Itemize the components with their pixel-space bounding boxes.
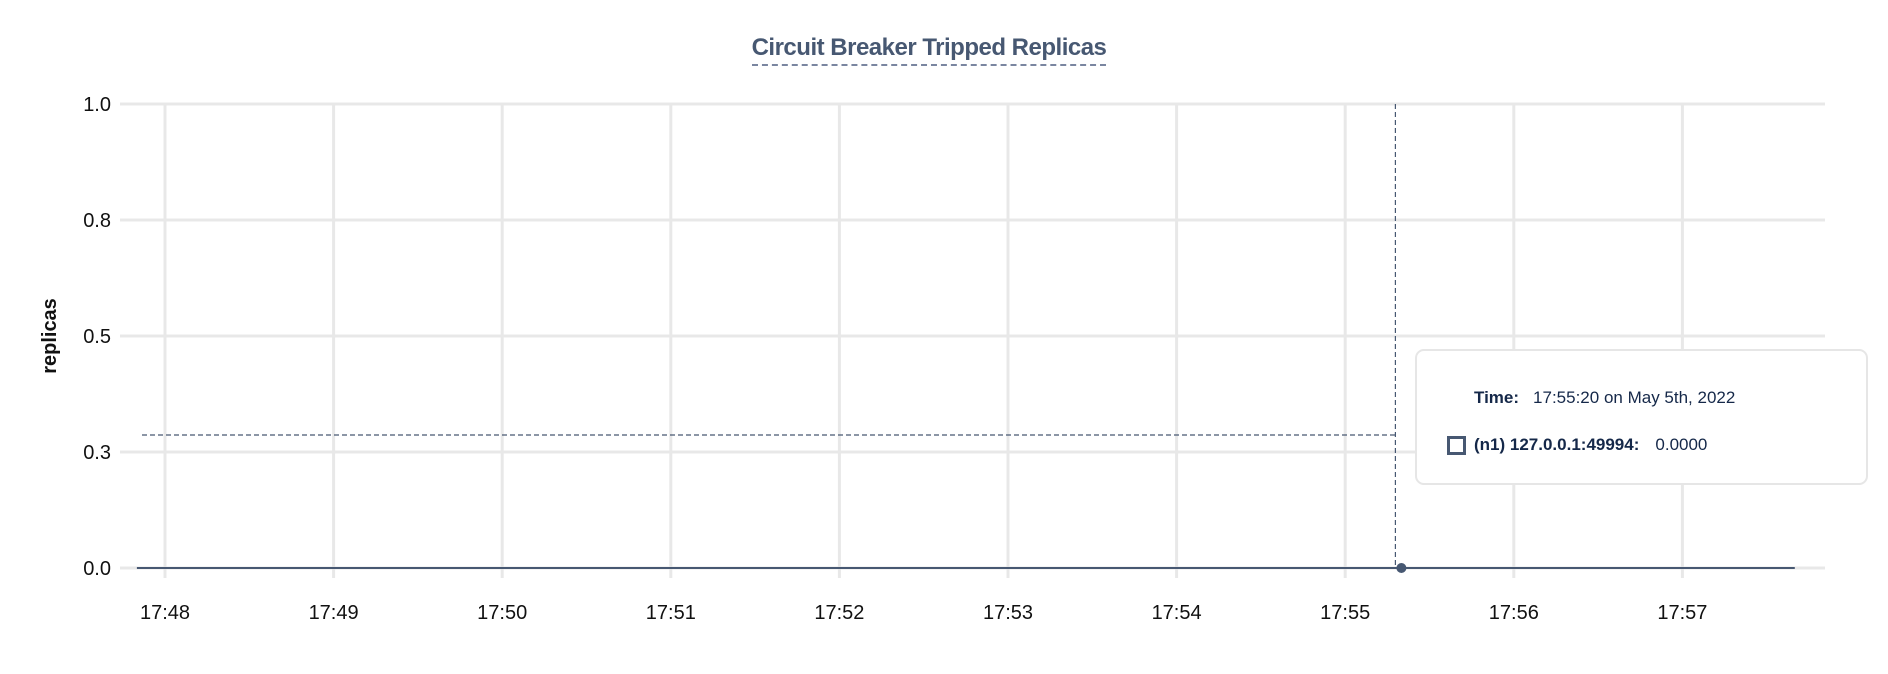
hover-point xyxy=(1396,563,1407,573)
y-tick-label: 0.8 xyxy=(83,210,111,232)
x-tick-label: 17:55 xyxy=(1320,602,1370,624)
x-tick-label: 17:51 xyxy=(646,602,696,624)
y-tick-label: 0.0 xyxy=(83,558,111,580)
x-tick-label: 17:54 xyxy=(1152,602,1202,624)
y-tick-label: 0.3 xyxy=(83,442,111,464)
x-tick-label: 17:52 xyxy=(814,602,864,624)
tooltip-series-row: (n1) 127.0.0.1:49994: 0.0000 xyxy=(1447,435,1707,455)
tooltip-time-label: Time: xyxy=(1474,388,1520,407)
x-tick-label: 17:56 xyxy=(1489,602,1539,624)
tooltip: Time: 17:55:20 on May 5th, 2022 (n1) 127.… xyxy=(1415,349,1868,485)
series-swatch-icon xyxy=(1447,435,1466,455)
chart-title-text: Circuit Breaker Tripped Replicas xyxy=(751,34,1107,66)
x-tick-label: 17:50 xyxy=(477,602,527,624)
tooltip-series-value: 0.0000 xyxy=(1655,435,1708,454)
y-tick-label: 1.0 xyxy=(83,94,111,116)
x-tick-label: 17:48 xyxy=(140,602,190,624)
y-tick-label: 0.5 xyxy=(83,326,111,348)
tooltip-series-label: (n1) 127.0.0.1:49994: xyxy=(1474,435,1640,454)
x-tick-label: 17:49 xyxy=(309,602,359,624)
x-tick-label: 17:53 xyxy=(983,602,1033,624)
tooltip-time: Time: 17:55:20 on May 5th, 2022 xyxy=(1474,388,1735,408)
y-axis-label: replicas xyxy=(39,298,61,374)
chart-title: Circuit Breaker Tripped Replicas xyxy=(0,34,1858,66)
tooltip-time-value: 17:55:20 on May 5th, 2022 xyxy=(1533,388,1736,407)
x-tick-label: 17:57 xyxy=(1657,602,1707,624)
